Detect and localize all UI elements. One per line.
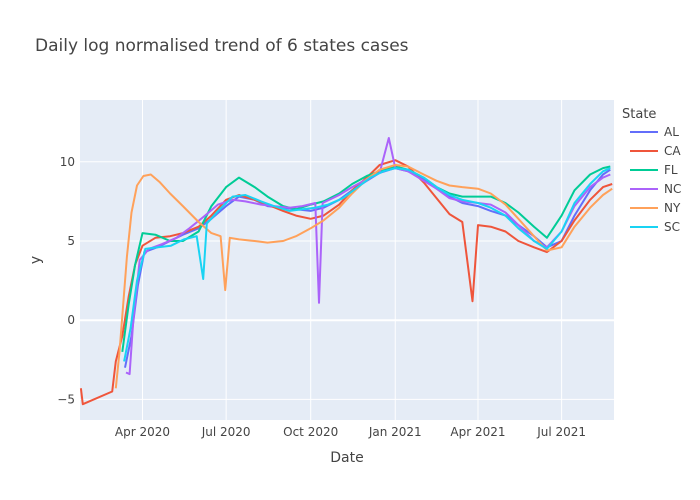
legend-label-nc: NC: [664, 182, 681, 196]
x-tick-oct-2020: Oct 2020: [283, 425, 338, 439]
legend-label-fl: FL: [664, 163, 678, 177]
y-tick-labels: −5 0 5 10: [57, 155, 75, 407]
series-line-sc: [123, 167, 611, 362]
x-tick-apr-2020: Apr 2020: [115, 425, 170, 439]
series-line-ca: [79, 159, 613, 406]
legend-label-sc: SC: [664, 220, 680, 234]
y-tick-10: 10: [60, 155, 75, 169]
series-line-ny: [114, 164, 613, 389]
legend: State AL CA FL NC NY SC: [622, 107, 681, 234]
y-axis-label: y: [28, 256, 44, 264]
legend-label-al: AL: [664, 125, 679, 139]
y-gridlines: [80, 161, 614, 400]
y-tick-0: 0: [67, 313, 75, 327]
series-line-nc: [125, 137, 611, 376]
x-tick-labels: Apr 2020 Jul 2020 Oct 2020 Jan 2021 Apr 2021…: [115, 425, 586, 439]
y-tick-5: −5: [57, 392, 75, 406]
x-tick-jul-2020: Jul 2020: [201, 425, 251, 439]
x-tick-jan-2021: Jan 2021: [368, 425, 422, 439]
x-tick-jul-2021: Jul 2021: [536, 425, 586, 439]
series-lines: [79, 137, 613, 406]
y-tick-5: 5: [67, 234, 75, 248]
chart-title: Daily log normalised trend of 6 states c…: [35, 36, 409, 56]
legend-title: State: [622, 107, 656, 122]
x-axis-label: Date: [330, 450, 363, 466]
legend-label-ca: CA: [664, 144, 681, 158]
x-tick-apr-2021: Apr 2021: [450, 425, 505, 439]
legend-label-ny: NY: [664, 201, 681, 215]
plot-area: [80, 100, 614, 420]
x-gridlines: [141, 100, 563, 420]
